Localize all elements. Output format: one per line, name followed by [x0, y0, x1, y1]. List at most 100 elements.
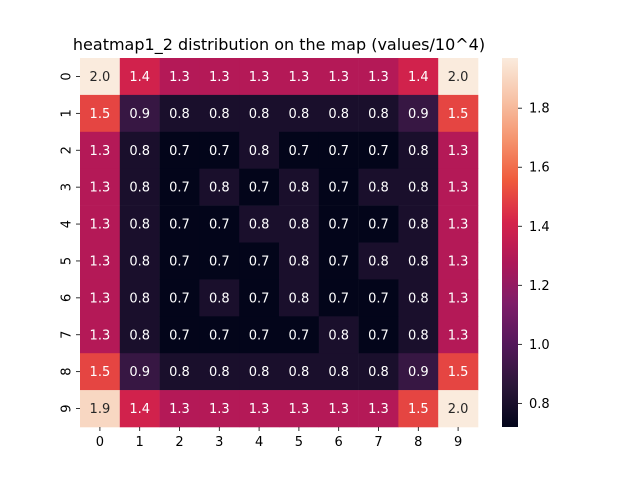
heatmap-cell — [398, 58, 439, 96]
cell-value-label: 0.9 — [129, 365, 150, 380]
cell-value-label: 0.8 — [368, 107, 389, 122]
heatmap-cell — [358, 205, 399, 243]
heatmap-cell — [80, 94, 121, 133]
heatmap-cell — [159, 279, 200, 317]
cell-value-label: 1.3 — [169, 402, 190, 417]
cell-value-label: 0.7 — [328, 291, 349, 306]
heatmap-cell — [279, 131, 320, 169]
colorbar-tick-label: 1.6 — [529, 161, 550, 176]
cell-value-label: 1.3 — [209, 70, 230, 85]
cell-value-label: 1.3 — [289, 70, 310, 85]
cell-value-label: 0.8 — [289, 107, 310, 122]
cell-value-label: 0.7 — [368, 144, 389, 159]
y-tick-label: 1 — [60, 109, 75, 117]
heatmap-cell — [398, 94, 439, 133]
cell-value-label: 0.8 — [249, 107, 270, 122]
heatmap-cell — [199, 131, 240, 169]
cell-value-label: 0.8 — [408, 218, 429, 233]
heatmap-cell — [80, 242, 121, 280]
colorbar-tick-label: 0.8 — [529, 397, 550, 412]
heatmap-cell — [318, 205, 359, 243]
heatmap-cell — [80, 353, 121, 391]
heatmap-cell — [279, 316, 320, 354]
cell-value-label: 0.7 — [289, 144, 310, 159]
cell-value-label: 0.7 — [169, 254, 190, 269]
x-tick-label: 9 — [454, 435, 462, 450]
cell-value-label: 0.8 — [368, 181, 389, 196]
y-tick-label: 2 — [60, 146, 75, 154]
heatmap-cell — [119, 279, 160, 317]
cell-value-label: 2.0 — [448, 70, 469, 85]
heatmap-cell — [438, 168, 479, 206]
cell-value-label: 0.9 — [129, 107, 150, 122]
heatmap-cell — [358, 168, 399, 206]
heatmap-cell — [279, 353, 320, 391]
cell-value-label: 1.3 — [448, 144, 469, 159]
heatmap-cell — [119, 58, 160, 96]
cell-value-label: 1.3 — [448, 254, 469, 269]
heatmap-cell — [199, 390, 240, 428]
heatmap-cell — [318, 131, 359, 169]
cell-value-label: 0.8 — [408, 328, 429, 343]
heatmap-cell — [318, 242, 359, 280]
heatmap-cell — [318, 168, 359, 206]
cell-value-label: 1.3 — [90, 144, 111, 159]
x-tick-label: 1 — [136, 435, 144, 450]
cell-value-label: 0.7 — [328, 181, 349, 196]
chart-title: heatmap1_2 distribution on the map (valu… — [73, 35, 485, 55]
cell-value-label: 0.7 — [249, 328, 270, 343]
cell-value-label: 2.0 — [448, 402, 469, 417]
cell-value-label: 0.7 — [209, 254, 230, 269]
y-tick-label: 6 — [60, 294, 75, 302]
cell-value-label: 1.3 — [90, 328, 111, 343]
cell-value-label: 0.7 — [249, 254, 270, 269]
cell-value-label: 0.7 — [328, 144, 349, 159]
cell-value-label: 0.8 — [129, 328, 150, 343]
cell-value-label: 0.8 — [289, 365, 310, 380]
heatmap-cell — [199, 316, 240, 354]
cell-value-label: 0.8 — [289, 181, 310, 196]
cell-value-label: 1.3 — [448, 218, 469, 233]
heatmap-cell — [239, 242, 280, 280]
heatmap-cell — [279, 279, 320, 317]
heatmap-cell — [438, 94, 479, 133]
heatmap-cell — [398, 390, 439, 428]
cell-value-label: 0.8 — [129, 291, 150, 306]
colorbar-tick-label: 1.8 — [529, 102, 550, 117]
heatmap-cell — [398, 353, 439, 391]
x-axis: 0 1 2 3 4 5 6 7 8 9 — [96, 427, 462, 450]
cell-value-label: 0.8 — [289, 254, 310, 269]
cell-value-label: 0.7 — [368, 328, 389, 343]
heatmap-cell — [318, 94, 359, 133]
x-tick-label: 0 — [96, 435, 104, 450]
heatmap-cell — [358, 279, 399, 317]
cell-value-label: 0.7 — [289, 328, 310, 343]
cell-value-label: 0.8 — [328, 365, 349, 380]
heatmap-cell — [318, 279, 359, 317]
cell-value-label: 1.3 — [90, 218, 111, 233]
heatmap-cell — [159, 242, 200, 280]
heatmap-cell — [398, 242, 439, 280]
cell-value-label: 1.3 — [209, 402, 230, 417]
y-tick-label: 7 — [60, 331, 75, 339]
heatmap-cell — [318, 390, 359, 428]
heatmap-cell — [358, 316, 399, 354]
heatmap-cell — [438, 279, 479, 317]
cell-value-label: 0.8 — [368, 254, 389, 269]
heatmap-cell — [239, 58, 280, 96]
cell-value-label: 0.9 — [408, 107, 429, 122]
cell-value-label: 0.7 — [169, 181, 190, 196]
cell-value-label: 0.8 — [408, 181, 429, 196]
cell-value-label: 1.9 — [90, 402, 111, 417]
y-tick-label: 9 — [60, 404, 75, 412]
heatmap-cell — [398, 316, 439, 354]
heatmap-cell — [279, 390, 320, 428]
heatmap-cell — [199, 242, 240, 280]
heatmap-cell — [80, 131, 121, 169]
heatmap-cell — [199, 279, 240, 317]
heatmap-cell — [398, 168, 439, 206]
cell-value-label: 0.8 — [249, 218, 270, 233]
heatmap-cell — [358, 390, 399, 428]
cell-value-label: 0.7 — [169, 144, 190, 159]
